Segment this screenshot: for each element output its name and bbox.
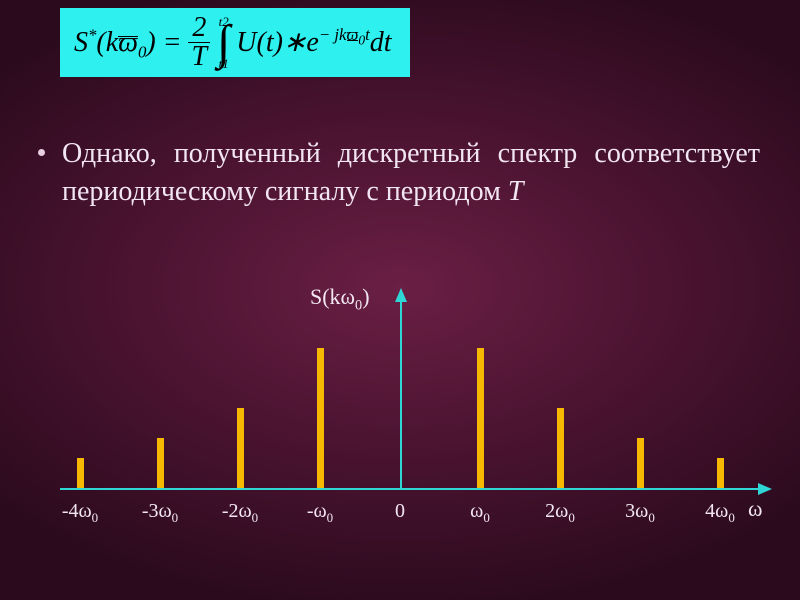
int-lower: t1 [219, 59, 229, 68]
y-axis [400, 290, 402, 488]
frac-num: 2 [188, 14, 210, 43]
x-tick-label: 3ω0 [625, 500, 655, 523]
slide-root: S*(kϖ0) = 2 T t2 ∫ t1 U(t)∗e− jkϖ0tdt Од… [0, 0, 800, 600]
spectral-line [717, 458, 724, 488]
x-tick-label: -4ω0 [62, 500, 98, 523]
exponent: − jkϖ0t [319, 25, 370, 44]
x-tick-label: 2ω0 [545, 500, 575, 523]
y-axis-title: S(kω0) [310, 284, 370, 310]
lhs-sup: * [88, 25, 96, 44]
x-axis [60, 488, 760, 490]
x-tick-label: -2ω0 [222, 500, 258, 523]
spectral-line [637, 438, 644, 488]
lhs-k: k [106, 27, 118, 58]
int-symbol: ∫ [217, 26, 230, 60]
x-tick-label: -ω0 [307, 500, 333, 523]
spectral-line [237, 408, 244, 488]
x-axis-arrow-icon [758, 483, 772, 495]
spectral-line [557, 408, 564, 488]
period-var-T: T [508, 176, 524, 207]
fourier-formula: S*(kϖ0) = 2 T t2 ∫ t1 U(t)∗e− jkϖ0tdt [74, 14, 392, 71]
U: U [236, 27, 256, 58]
frac-den: T [188, 43, 212, 71]
dt: dt [370, 27, 392, 58]
bullet-dot-icon [38, 149, 45, 156]
lhs-S: S [74, 27, 88, 58]
U-arg: t [266, 27, 274, 58]
fraction-2-over-T: 2 T [188, 14, 212, 71]
body-text: Однако, полученный дискретный спектр соо… [62, 138, 760, 207]
spectrum-chart: S(kω0) ω -4ω0-3ω0-2ω0-ω00ω02ω03ω04ω0 [60, 290, 760, 560]
integral: t2 ∫ t1 [217, 17, 230, 69]
x-tick-label: -3ω0 [142, 500, 178, 523]
x-axis-title: ω [748, 496, 762, 522]
lhs-omega: ϖ [118, 29, 138, 57]
spectral-line [77, 458, 84, 488]
body-text-block: Однако, полученный дискретный спектр соо… [40, 135, 760, 211]
body-paragraph: Однако, полученный дискретный спектр соо… [62, 135, 760, 211]
spectral-line [157, 438, 164, 488]
x-tick-label: 0 [395, 500, 405, 523]
y-axis-arrow-icon [395, 288, 407, 302]
star: ∗ [283, 27, 306, 58]
x-tick-label: ω0 [470, 500, 490, 523]
e: e [306, 27, 318, 58]
spectral-line [317, 348, 324, 488]
x-tick-label: 4ω0 [705, 500, 735, 523]
lhs-omega-sub: 0 [138, 42, 146, 61]
spectral-line [477, 348, 484, 488]
formula-box: S*(kϖ0) = 2 T t2 ∫ t1 U(t)∗e− jkϖ0tdt [60, 8, 410, 77]
